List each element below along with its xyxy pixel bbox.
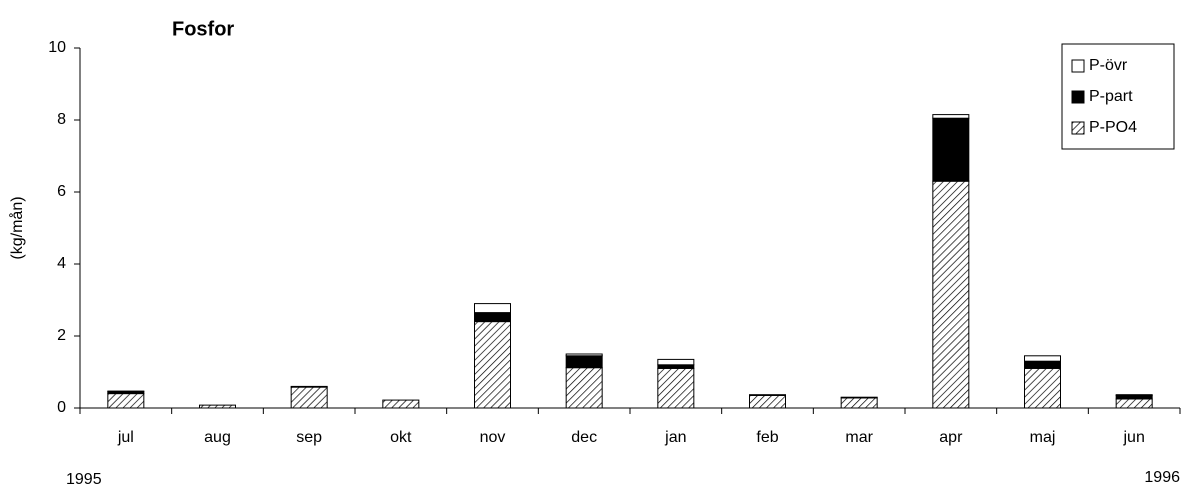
y-tick-label: 10	[48, 39, 66, 56]
x-tick-label: apr	[939, 429, 963, 446]
bar-segment	[749, 394, 786, 409]
bar-segment	[749, 394, 786, 396]
y-tick-label: 4	[57, 255, 66, 272]
legend-swatch	[1071, 90, 1085, 104]
x-tick-label: okt	[390, 429, 412, 446]
x-tick-label: sep	[296, 429, 322, 446]
x-tick-label: jan	[664, 429, 686, 446]
bar-segment	[290, 386, 328, 409]
year-label: 1996	[1144, 469, 1180, 486]
legend-label: P-övr	[1089, 57, 1128, 74]
bar-segment	[382, 399, 420, 409]
bar-segment	[474, 321, 511, 409]
bar-segment	[840, 397, 878, 409]
bar-segment	[932, 180, 970, 409]
y-tick-label: 0	[57, 399, 66, 416]
bar-segment	[1115, 394, 1153, 400]
bar-segment	[657, 367, 695, 409]
bar-segment	[1115, 398, 1153, 409]
bar-segment	[565, 353, 603, 357]
bar-segment	[107, 390, 145, 393]
bar-segment	[474, 303, 511, 314]
legend-swatch	[1071, 121, 1085, 135]
y-tick-label: 6	[57, 183, 66, 200]
year-label: 1995	[66, 471, 102, 488]
y-tick-label: 2	[57, 327, 66, 344]
legend-label: P-PO4	[1089, 119, 1137, 136]
x-tick-label: jul	[117, 429, 134, 446]
bar-segment	[1024, 355, 1061, 362]
bar-segment	[932, 117, 970, 182]
x-tick-label: jun	[1122, 429, 1144, 446]
x-tick-label: feb	[756, 429, 778, 446]
bar-segment	[565, 355, 603, 369]
bar-segment	[474, 312, 511, 323]
bar-segment	[657, 358, 695, 366]
y-tick-label: 8	[57, 111, 66, 128]
bar-segment	[840, 396, 878, 399]
y-axis-label: (kg/mån)	[8, 196, 26, 259]
bar-segment	[932, 114, 970, 119]
bar-segment	[290, 385, 328, 388]
legend-label: P-part	[1089, 88, 1133, 105]
bar-segment	[657, 364, 695, 369]
x-tick-label: aug	[204, 429, 231, 446]
chart-title: Fosfor	[172, 18, 234, 40]
bar-segment	[1024, 367, 1061, 409]
bar-segment	[107, 393, 145, 409]
bar-segment	[1024, 360, 1061, 369]
bar-segment	[565, 367, 603, 409]
bar-segment	[1115, 394, 1153, 396]
x-tick-label: mar	[845, 429, 873, 446]
x-tick-label: maj	[1030, 429, 1056, 446]
x-tick-label: nov	[480, 429, 506, 446]
legend-swatch	[1071, 59, 1085, 73]
x-tick-label: dec	[571, 429, 597, 446]
bar-segment	[199, 404, 236, 409]
